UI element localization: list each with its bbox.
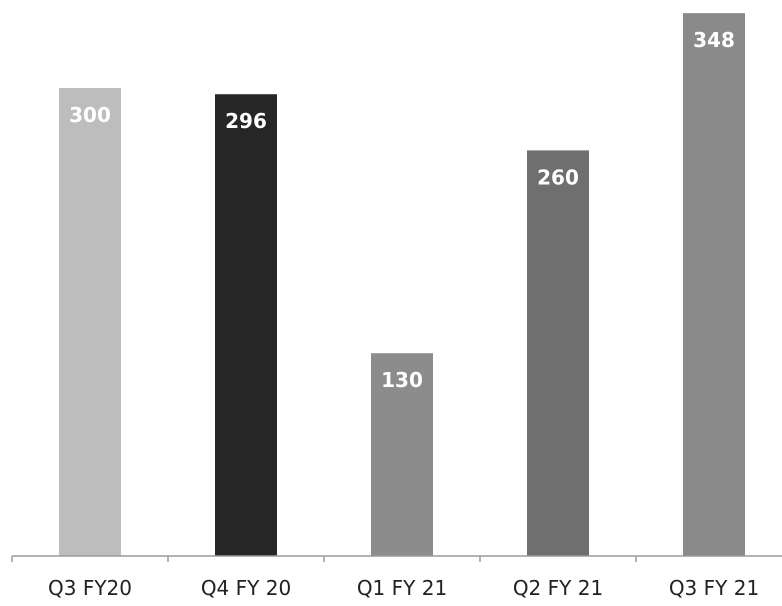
bar-q1-fy-21 xyxy=(371,353,433,556)
bars-group xyxy=(59,13,745,557)
bar-q2-fy-21 xyxy=(527,150,589,556)
x-tick-label: Q3 FY 21 xyxy=(669,576,759,600)
bar-q3-fy-21 xyxy=(683,13,745,557)
x-axis-ticks xyxy=(11,556,637,562)
x-tick-label: Q1 FY 21 xyxy=(357,576,447,600)
x-axis-tick-labels: Q3 FY20 Q4 FY 20 Q1 FY 21 Q2 FY 21 Q3 FY 21 xyxy=(48,576,759,600)
bar-q3-fy20 xyxy=(59,88,121,556)
data-label: 300 xyxy=(69,103,111,127)
x-tick-label: Q3 FY20 xyxy=(48,576,132,600)
data-label: 296 xyxy=(225,109,267,133)
data-label: 130 xyxy=(381,368,423,392)
x-tick-label: Q2 FY 21 xyxy=(513,576,603,600)
data-label: 260 xyxy=(537,165,579,189)
bar-q4-fy-20 xyxy=(215,94,277,557)
data-label: 348 xyxy=(693,28,735,52)
x-tick-label: Q4 FY 20 xyxy=(201,576,291,600)
data-labels-group: 300 296 130 260 348 xyxy=(69,28,735,392)
